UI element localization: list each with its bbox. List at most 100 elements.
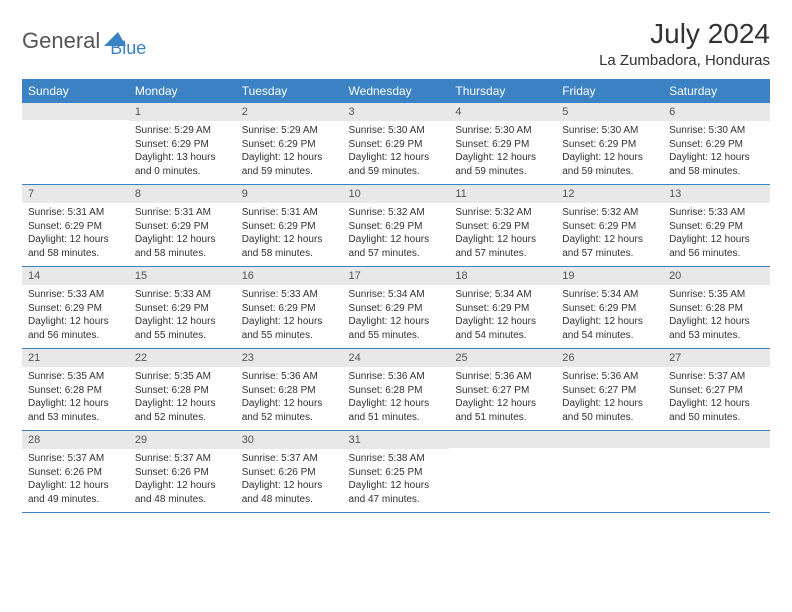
day-number [22,103,129,120]
day-details: Sunrise: 5:35 AMSunset: 6:28 PMDaylight:… [129,367,236,430]
day-details: Sunrise: 5:34 AMSunset: 6:29 PMDaylight:… [556,285,663,348]
sunset-text: Sunset: 6:26 PM [28,466,123,480]
sunrise-text: Sunrise: 5:35 AM [669,288,764,302]
day-details: Sunrise: 5:31 AMSunset: 6:29 PMDaylight:… [129,203,236,266]
calendar-day-cell: 13Sunrise: 5:33 AMSunset: 6:29 PMDayligh… [663,185,770,267]
header-friday: Friday [556,79,663,103]
daylight-text: Daylight: 12 hours and 58 minutes. [669,151,764,178]
sunset-text: Sunset: 6:29 PM [455,302,550,316]
calendar-day-cell: 21Sunrise: 5:35 AMSunset: 6:28 PMDayligh… [22,349,129,431]
calendar-day-cell [449,431,556,513]
day-number: 15 [129,267,236,285]
daylight-text: Daylight: 12 hours and 51 minutes. [455,397,550,424]
daylight-text: Daylight: 12 hours and 48 minutes. [135,479,230,506]
sunrise-text: Sunrise: 5:37 AM [135,452,230,466]
calendar-table: Sunday Monday Tuesday Wednesday Thursday… [22,79,770,513]
calendar-day-cell: 24Sunrise: 5:36 AMSunset: 6:28 PMDayligh… [343,349,450,431]
day-details [449,448,556,500]
day-number: 1 [129,103,236,121]
calendar-day-cell: 30Sunrise: 5:37 AMSunset: 6:26 PMDayligh… [236,431,343,513]
day-details: Sunrise: 5:33 AMSunset: 6:29 PMDaylight:… [663,203,770,266]
day-number: 14 [22,267,129,285]
sunset-text: Sunset: 6:29 PM [242,220,337,234]
daylight-text: Daylight: 12 hours and 58 minutes. [242,233,337,260]
sunset-text: Sunset: 6:29 PM [135,220,230,234]
sunset-text: Sunset: 6:29 PM [562,302,657,316]
calendar-day-cell: 4Sunrise: 5:30 AMSunset: 6:29 PMDaylight… [449,103,556,185]
calendar-day-cell: 28Sunrise: 5:37 AMSunset: 6:26 PMDayligh… [22,431,129,513]
sunrise-text: Sunrise: 5:36 AM [349,370,444,384]
day-number: 13 [663,185,770,203]
daylight-text: Daylight: 12 hours and 54 minutes. [562,315,657,342]
daylight-text: Daylight: 12 hours and 55 minutes. [349,315,444,342]
sunset-text: Sunset: 6:25 PM [349,466,444,480]
sunrise-text: Sunrise: 5:33 AM [28,288,123,302]
day-number: 24 [343,349,450,367]
logo: General Blue [22,18,146,59]
calendar-week-row: 21Sunrise: 5:35 AMSunset: 6:28 PMDayligh… [22,349,770,431]
day-number: 21 [22,349,129,367]
sunset-text: Sunset: 6:28 PM [669,302,764,316]
day-number: 5 [556,103,663,121]
day-details: Sunrise: 5:34 AMSunset: 6:29 PMDaylight:… [343,285,450,348]
sunrise-text: Sunrise: 5:32 AM [455,206,550,220]
day-number: 27 [663,349,770,367]
month-title: July 2024 [599,18,770,50]
day-details: Sunrise: 5:29 AMSunset: 6:29 PMDaylight:… [236,121,343,184]
calendar-header-row: Sunday Monday Tuesday Wednesday Thursday… [22,79,770,103]
sunrise-text: Sunrise: 5:30 AM [349,124,444,138]
sunrise-text: Sunrise: 5:32 AM [562,206,657,220]
day-details [22,120,129,172]
day-number: 8 [129,185,236,203]
sunrise-text: Sunrise: 5:33 AM [242,288,337,302]
day-details: Sunrise: 5:37 AMSunset: 6:26 PMDaylight:… [129,449,236,512]
day-details [556,448,663,500]
day-number [449,431,556,448]
calendar-day-cell: 29Sunrise: 5:37 AMSunset: 6:26 PMDayligh… [129,431,236,513]
daylight-text: Daylight: 12 hours and 50 minutes. [669,397,764,424]
day-number: 7 [22,185,129,203]
sunrise-text: Sunrise: 5:35 AM [135,370,230,384]
daylight-text: Daylight: 12 hours and 55 minutes. [242,315,337,342]
daylight-text: Daylight: 12 hours and 53 minutes. [669,315,764,342]
daylight-text: Daylight: 12 hours and 53 minutes. [28,397,123,424]
day-details: Sunrise: 5:33 AMSunset: 6:29 PMDaylight:… [236,285,343,348]
header-thursday: Thursday [449,79,556,103]
sunset-text: Sunset: 6:29 PM [562,220,657,234]
day-number: 16 [236,267,343,285]
calendar-day-cell: 26Sunrise: 5:36 AMSunset: 6:27 PMDayligh… [556,349,663,431]
day-details: Sunrise: 5:30 AMSunset: 6:29 PMDaylight:… [449,121,556,184]
daylight-text: Daylight: 12 hours and 51 minutes. [349,397,444,424]
day-number: 2 [236,103,343,121]
calendar-week-row: 14Sunrise: 5:33 AMSunset: 6:29 PMDayligh… [22,267,770,349]
day-details: Sunrise: 5:32 AMSunset: 6:29 PMDaylight:… [556,203,663,266]
sunrise-text: Sunrise: 5:29 AM [135,124,230,138]
day-details: Sunrise: 5:30 AMSunset: 6:29 PMDaylight:… [663,121,770,184]
sunrise-text: Sunrise: 5:36 AM [242,370,337,384]
sunset-text: Sunset: 6:27 PM [562,384,657,398]
sunrise-text: Sunrise: 5:34 AM [562,288,657,302]
day-details: Sunrise: 5:31 AMSunset: 6:29 PMDaylight:… [22,203,129,266]
daylight-text: Daylight: 12 hours and 52 minutes. [242,397,337,424]
calendar-day-cell: 5Sunrise: 5:30 AMSunset: 6:29 PMDaylight… [556,103,663,185]
daylight-text: Daylight: 12 hours and 59 minutes. [242,151,337,178]
day-number: 10 [343,185,450,203]
calendar-day-cell: 2Sunrise: 5:29 AMSunset: 6:29 PMDaylight… [236,103,343,185]
location-subtitle: La Zumbadora, Honduras [599,52,770,69]
sunrise-text: Sunrise: 5:36 AM [455,370,550,384]
day-details: Sunrise: 5:33 AMSunset: 6:29 PMDaylight:… [129,285,236,348]
day-details: Sunrise: 5:35 AMSunset: 6:28 PMDaylight:… [663,285,770,348]
sunset-text: Sunset: 6:27 PM [669,384,764,398]
calendar-day-cell: 1Sunrise: 5:29 AMSunset: 6:29 PMDaylight… [129,103,236,185]
sunrise-text: Sunrise: 5:32 AM [349,206,444,220]
sunset-text: Sunset: 6:29 PM [28,220,123,234]
day-details: Sunrise: 5:30 AMSunset: 6:29 PMDaylight:… [343,121,450,184]
calendar-body: 1Sunrise: 5:29 AMSunset: 6:29 PMDaylight… [22,103,770,513]
sunset-text: Sunset: 6:28 PM [242,384,337,398]
day-details: Sunrise: 5:34 AMSunset: 6:29 PMDaylight:… [449,285,556,348]
day-details: Sunrise: 5:36 AMSunset: 6:28 PMDaylight:… [236,367,343,430]
calendar-day-cell: 16Sunrise: 5:33 AMSunset: 6:29 PMDayligh… [236,267,343,349]
day-details: Sunrise: 5:36 AMSunset: 6:28 PMDaylight:… [343,367,450,430]
day-number: 19 [556,267,663,285]
calendar-day-cell: 9Sunrise: 5:31 AMSunset: 6:29 PMDaylight… [236,185,343,267]
